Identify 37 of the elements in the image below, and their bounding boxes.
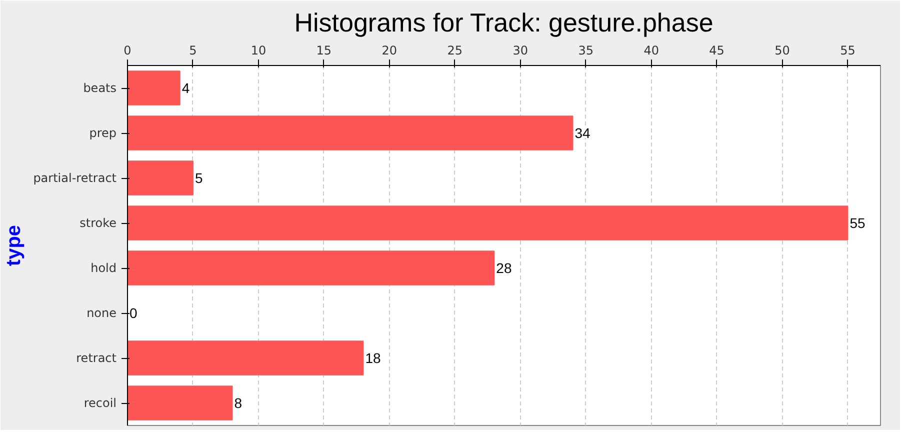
- y-tick-label: stroke: [80, 216, 116, 230]
- y-tick-label: beats: [83, 81, 116, 95]
- data-label: 8: [234, 395, 242, 411]
- bar: [128, 340, 364, 376]
- bar: [128, 116, 574, 150]
- y-tick-label: partial-retract: [33, 171, 117, 185]
- bar: [128, 70, 180, 106]
- data-label: 55: [850, 215, 866, 231]
- x-tick-label: 30: [512, 44, 528, 58]
- x-tick-label: 50: [774, 44, 790, 58]
- data-label: 5: [194, 170, 203, 186]
- x-tick-label: 0: [124, 44, 132, 58]
- y-tick-label: recoil: [84, 396, 117, 410]
- y-tick-label: none: [86, 306, 116, 320]
- data-label: 34: [574, 125, 591, 141]
- x-tick-label: 25: [447, 44, 463, 58]
- x-tick-label: 5: [189, 44, 197, 58]
- bar: [128, 160, 194, 196]
- data-label: 0: [130, 305, 138, 321]
- bar: [128, 386, 233, 420]
- bar: [128, 250, 495, 286]
- x-tick-label: 20: [382, 44, 398, 58]
- bar: [128, 206, 848, 240]
- data-label: 18: [365, 350, 382, 366]
- x-tick-label: 10: [250, 44, 266, 58]
- data-label: 28: [496, 260, 512, 276]
- chart-title: Histograms for Track: gesture.phase: [294, 8, 714, 38]
- x-tick-label: 45: [709, 44, 724, 58]
- x-tick-label: 55: [840, 44, 856, 58]
- x-tick-label: 15: [316, 44, 332, 58]
- y-tick-label: prep: [89, 126, 117, 140]
- y-tick-label: retract: [76, 351, 117, 365]
- y-axis-title: type: [3, 224, 26, 266]
- x-tick-label: 35: [578, 44, 594, 58]
- y-tick-label: hold: [90, 261, 117, 275]
- x-tick-label: 40: [644, 44, 659, 58]
- data-label: 4: [182, 80, 190, 96]
